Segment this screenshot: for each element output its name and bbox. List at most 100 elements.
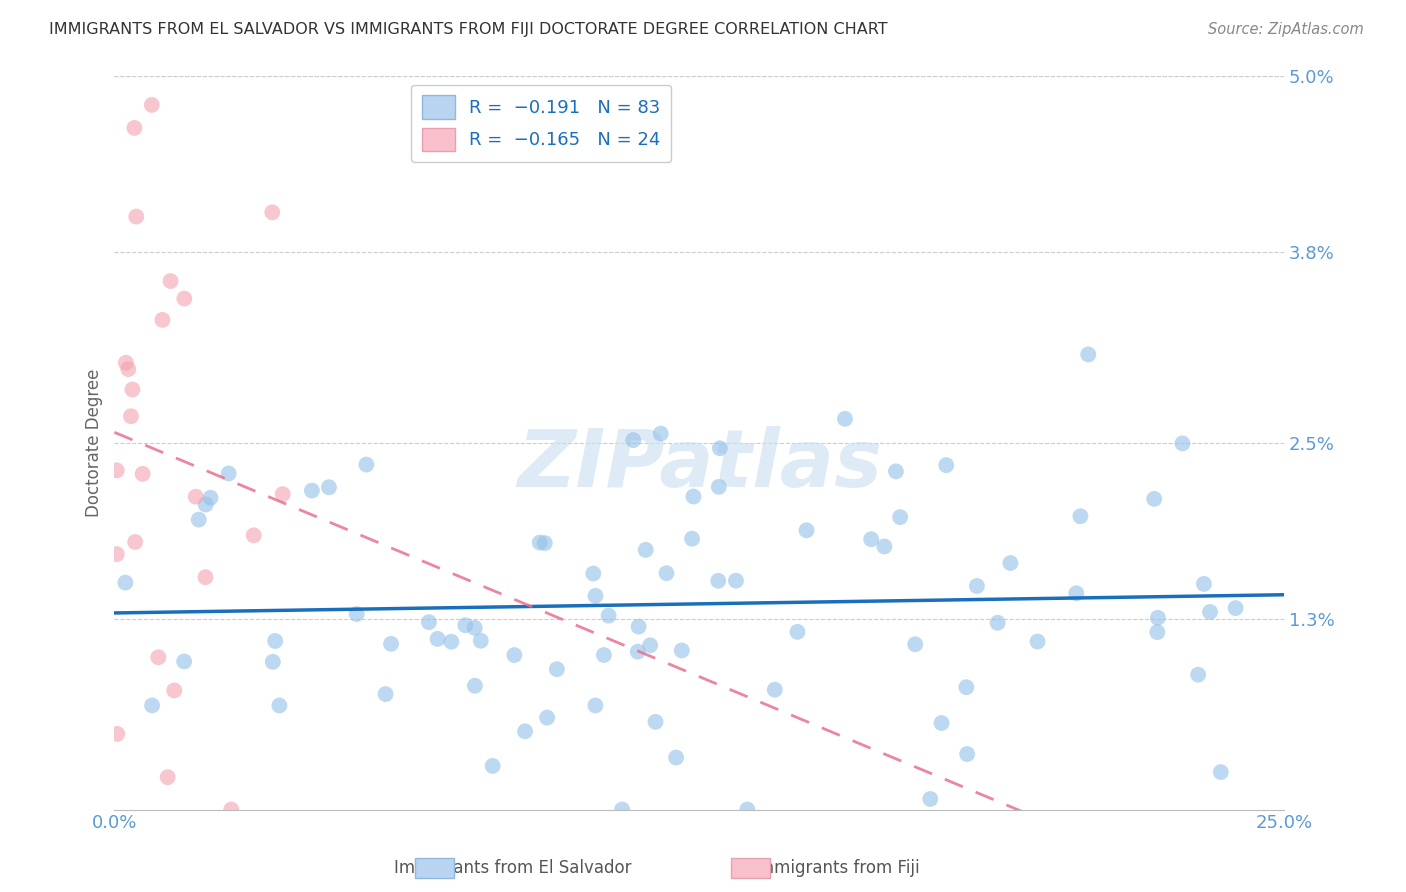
Point	[956, 747, 979, 761]
Point	[124, 120, 146, 135]
Point	[318, 480, 340, 494]
Text: ZIPatlas: ZIPatlas	[517, 425, 882, 504]
Point	[200, 491, 222, 505]
Point	[264, 634, 287, 648]
Point	[418, 615, 440, 630]
Point	[671, 643, 693, 657]
Point	[583, 698, 606, 713]
Point	[141, 698, 163, 713]
Point	[470, 633, 492, 648]
Point	[271, 487, 294, 501]
Point	[426, 632, 449, 646]
Point	[346, 607, 368, 621]
Point	[1192, 577, 1215, 591]
Point	[533, 536, 555, 550]
Point	[889, 510, 911, 524]
Point	[834, 412, 856, 426]
Point	[114, 575, 136, 590]
Point	[173, 292, 195, 306]
Point	[536, 710, 558, 724]
Point	[763, 682, 786, 697]
Point	[115, 356, 138, 370]
Point	[1026, 634, 1049, 648]
Point	[1199, 605, 1222, 619]
Point	[356, 458, 378, 472]
Point	[585, 589, 607, 603]
Point	[124, 535, 146, 549]
Point	[634, 542, 657, 557]
Point	[1147, 611, 1170, 625]
Point	[187, 513, 209, 527]
Point	[269, 698, 291, 713]
Point	[707, 480, 730, 494]
Point	[380, 637, 402, 651]
Point	[598, 608, 620, 623]
Point	[655, 566, 678, 581]
Text: Source: ZipAtlas.com: Source: ZipAtlas.com	[1208, 22, 1364, 37]
Point	[529, 535, 551, 549]
Point	[621, 433, 644, 447]
Point	[454, 618, 477, 632]
Point	[709, 442, 731, 456]
Point	[644, 714, 666, 729]
Point	[152, 313, 174, 327]
Point	[1187, 667, 1209, 681]
Point	[1069, 509, 1091, 524]
Y-axis label: Doctorate Degree: Doctorate Degree	[86, 368, 103, 516]
Point	[546, 662, 568, 676]
Point	[955, 680, 977, 694]
Point	[117, 362, 139, 376]
Text: Immigrants from El Salvador: Immigrants from El Salvador	[395, 859, 631, 877]
Point	[707, 574, 730, 588]
Legend: R =  −0.191   N = 83, R =  −0.165   N = 24: R = −0.191 N = 83, R = −0.165 N = 24	[412, 85, 671, 161]
Point	[105, 727, 128, 741]
Point	[374, 687, 396, 701]
Point	[884, 464, 907, 478]
Point	[860, 533, 883, 547]
Point	[184, 490, 207, 504]
Point	[105, 463, 128, 477]
Point	[966, 579, 988, 593]
Text: IMMIGRANTS FROM EL SALVADOR VS IMMIGRANTS FROM FIJI DOCTORATE DEGREE CORRELATION: IMMIGRANTS FROM EL SALVADOR VS IMMIGRANT…	[49, 22, 887, 37]
Point	[141, 98, 163, 112]
Point	[105, 547, 128, 561]
Point	[1225, 601, 1247, 615]
Point	[481, 759, 503, 773]
Point	[503, 648, 526, 662]
Point	[1209, 765, 1232, 780]
Point	[156, 770, 179, 784]
Point	[440, 634, 463, 648]
Point	[931, 716, 953, 731]
Point	[1066, 586, 1088, 600]
Point	[163, 683, 186, 698]
Point	[920, 792, 942, 806]
Point	[681, 532, 703, 546]
Point	[464, 679, 486, 693]
Point	[173, 654, 195, 668]
Point	[1077, 347, 1099, 361]
Point	[638, 638, 661, 652]
Point	[121, 383, 143, 397]
Point	[194, 570, 217, 584]
Point	[262, 205, 284, 219]
Point	[301, 483, 323, 498]
Point	[987, 615, 1010, 630]
Point	[148, 650, 170, 665]
Point	[935, 458, 957, 472]
Point	[513, 724, 536, 739]
Point	[873, 540, 896, 554]
Point	[796, 524, 818, 538]
Point	[593, 648, 616, 662]
Point	[582, 566, 605, 581]
Point	[665, 750, 688, 764]
Text: Immigrants from Fiji: Immigrants from Fiji	[754, 859, 920, 877]
Point	[262, 655, 284, 669]
Point	[1146, 625, 1168, 640]
Point	[218, 467, 240, 481]
Point	[627, 619, 650, 633]
Point	[627, 645, 650, 659]
Point	[1000, 556, 1022, 570]
Point	[464, 621, 486, 635]
Point	[1143, 491, 1166, 506]
Point	[221, 803, 243, 817]
